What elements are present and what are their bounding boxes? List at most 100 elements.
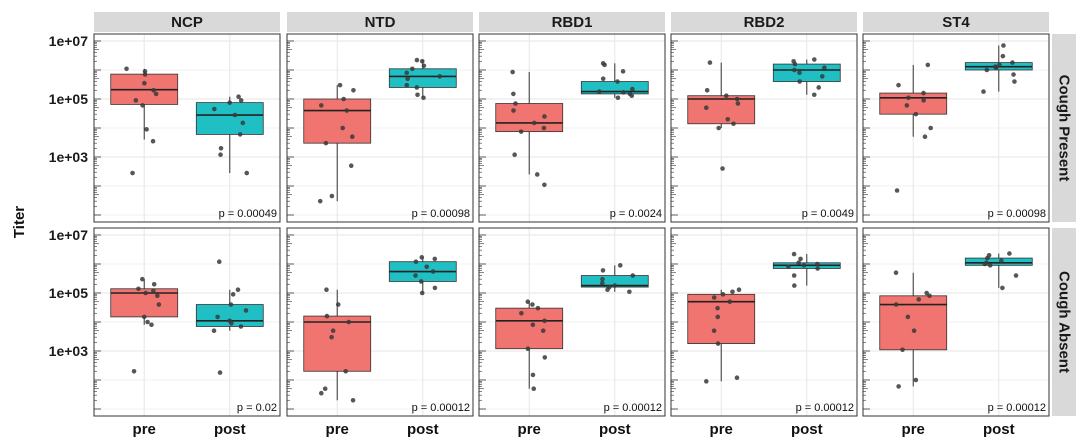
data-point (615, 95, 621, 101)
column-strips: NCP NTD RBD1 RBD2 ST4 (94, 12, 1049, 32)
x-category-label: post (791, 421, 823, 438)
data-point (786, 264, 791, 270)
data-point (986, 252, 992, 258)
data-point (542, 182, 547, 188)
data-point (142, 80, 147, 86)
x-category-label: post (599, 421, 631, 438)
panel: p = 0.00012 (478, 227, 666, 417)
data-point (136, 286, 141, 292)
column-strip (94, 12, 280, 32)
data-point (792, 67, 797, 73)
p-value-label: p = 0.0024 (610, 208, 662, 220)
y-tick-label: 1e+03 (49, 149, 89, 165)
data-point (218, 145, 224, 151)
column-strip-label: RBD1 (552, 14, 593, 31)
data-point (151, 281, 157, 287)
data-point (791, 58, 796, 64)
panel: p = 0.00012 (670, 227, 858, 417)
data-point (612, 283, 618, 288)
data-point (703, 105, 709, 111)
data-point (419, 290, 425, 296)
data-point (798, 256, 803, 262)
data-point (913, 111, 919, 117)
data-point (142, 69, 148, 74)
data-point (322, 386, 328, 392)
data-point (1001, 43, 1006, 48)
data-point (432, 285, 438, 291)
panel: p = 0.0024 (478, 33, 666, 223)
data-point (343, 368, 349, 374)
data-point (731, 121, 736, 127)
data-point (727, 299, 733, 305)
data-point (606, 284, 612, 290)
panel: p = 0.00098 (862, 33, 1050, 223)
box-post (388, 68, 457, 88)
data-point (797, 79, 802, 84)
box-pre (303, 315, 372, 372)
p-value-label: p = 0.00012 (412, 402, 470, 414)
data-point (530, 302, 535, 307)
data-point (900, 347, 905, 353)
data-point (530, 372, 536, 378)
data-point (791, 251, 797, 257)
row-strip (1052, 34, 1076, 222)
data-point (240, 120, 246, 126)
data-point (151, 288, 156, 294)
data-point (542, 114, 547, 119)
row-strip (1052, 228, 1076, 416)
x-category-label: pre (710, 421, 733, 438)
data-point (230, 292, 236, 297)
data-point (340, 125, 346, 131)
data-point (1000, 285, 1005, 291)
data-point (540, 328, 546, 334)
data-point (216, 259, 222, 265)
data-point (351, 87, 356, 93)
data-point (130, 170, 135, 176)
data-point (997, 62, 1002, 68)
panel-border (670, 227, 858, 417)
panel-border (862, 227, 1050, 417)
data-point (704, 379, 709, 384)
data-point (904, 103, 910, 108)
data-point (987, 263, 993, 268)
data-point (1010, 60, 1015, 65)
data-point (621, 90, 626, 95)
data-point (599, 280, 605, 286)
data-point (413, 273, 418, 278)
data-point (437, 74, 443, 79)
column-strip (479, 12, 665, 32)
data-point (414, 57, 420, 63)
data-point (819, 74, 825, 79)
data-point (541, 125, 547, 131)
panel: p = 0.00098 (286, 33, 474, 223)
data-point (720, 166, 725, 171)
data-point (600, 61, 606, 66)
p-value-label: p = 0.00098 (412, 208, 470, 220)
data-point (143, 290, 148, 296)
data-point (916, 297, 922, 302)
data-point (513, 101, 518, 106)
box-post (964, 257, 1033, 266)
data-point (424, 264, 430, 270)
data-point (131, 368, 137, 374)
data-point (711, 295, 717, 300)
data-point (984, 67, 990, 73)
data-point (734, 96, 740, 102)
data-point (981, 89, 986, 94)
data-point (324, 287, 329, 292)
p-value-label: p = 0.00012 (796, 402, 854, 414)
data-point (319, 390, 324, 396)
data-point (419, 58, 425, 64)
row-strip-label: Cough Present (1056, 75, 1073, 182)
panel-border (93, 33, 281, 223)
data-point (730, 289, 735, 295)
data-point (542, 318, 547, 324)
data-point (530, 322, 536, 328)
data-point (1007, 251, 1012, 256)
data-point (155, 293, 160, 299)
data-point (814, 261, 820, 267)
data-point (922, 134, 928, 140)
data-point (419, 255, 425, 260)
data-point (124, 66, 129, 72)
data-point (212, 106, 217, 112)
